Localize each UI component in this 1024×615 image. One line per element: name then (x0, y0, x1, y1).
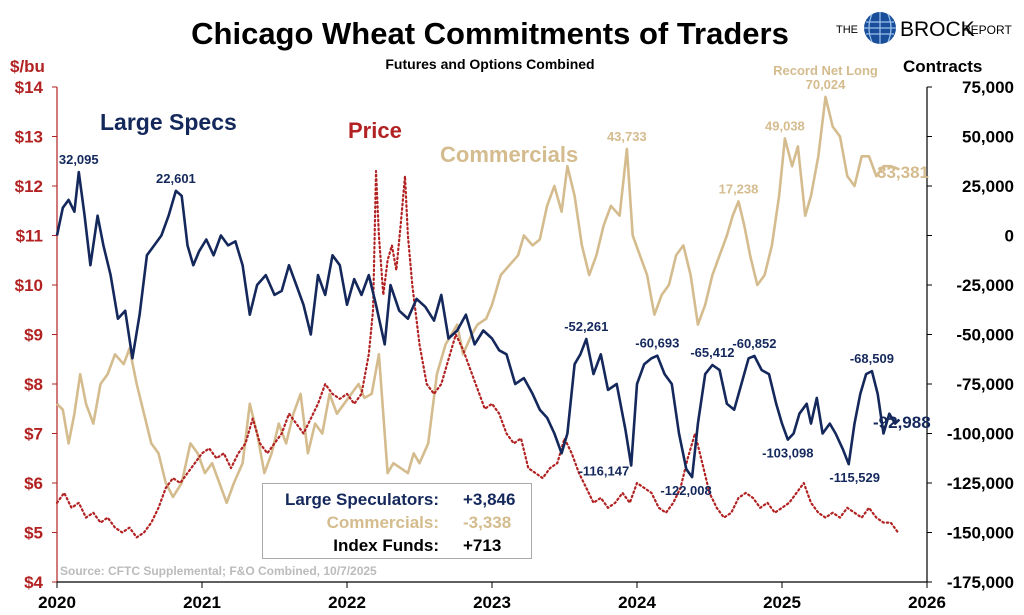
y-left-tick-label: $7 (24, 425, 43, 444)
legend-label: Commercials: (326, 513, 439, 532)
y-right-tick-label: -150,000 (947, 524, 1014, 543)
data-label: -122,008 (660, 483, 711, 498)
y-right-tick-label: -25,000 (956, 276, 1014, 295)
data-label: 22,601 (156, 171, 196, 186)
x-tick-label: 2022 (328, 593, 366, 612)
logo-brand: BROCK (900, 18, 975, 41)
y-right-tick-label: 75,000 (962, 78, 1014, 97)
y-right-tick-label: 25,000 (962, 177, 1014, 196)
x-tick-label: 2024 (618, 593, 656, 612)
y-left-tick-label: $9 (24, 326, 43, 345)
y-right-tick-label: 50,000 (962, 128, 1014, 147)
chart-subtitle: Futures and Options Combined (385, 56, 594, 72)
record-net-long-label: Record Net Long (773, 63, 878, 78)
data-label: 70,024 (806, 77, 847, 92)
data-label: -52,261 (564, 319, 608, 334)
y-left-tick-label: $8 (24, 375, 43, 394)
legend-value: -3,338 (463, 513, 512, 532)
price-line (55, 170, 900, 539)
data-label: -115,529 (829, 470, 880, 485)
data-label: 17,238 (719, 181, 759, 196)
y-left-tick-label: $11 (16, 227, 43, 246)
y-right-ticks: 75,000 50,000 25,000 0 -25,000 -50,000 -75,000… (927, 78, 1014, 592)
y-right-tick-label: -175,000 (947, 573, 1014, 592)
chart-title: Chicago Wheat Commitments of Traders (191, 16, 789, 51)
x-tick-label: 2023 (473, 593, 511, 612)
brock-logo: THE BROCK REPORT (836, 12, 1012, 44)
source-note: Source: CFTC Supplemental; F&O Combined,… (60, 564, 377, 578)
data-label: -103,098 (762, 446, 813, 461)
legend-value: +3,846 (463, 490, 516, 509)
y-right-tick-label: -75,000 (956, 375, 1014, 394)
y-right-tick-label: -100,000 (947, 425, 1014, 444)
y-right-tick-label: 0 (1005, 227, 1014, 246)
series-layer (55, 95, 901, 539)
legend-label: Large Speculators: (285, 490, 439, 509)
y-right-tick-label: -125,000 (947, 474, 1014, 493)
data-label: -68,509 (850, 351, 894, 366)
y-left-tick-label: $5 (24, 524, 43, 543)
y-left-tick-label: $14 (15, 78, 44, 97)
annotations: 32,095 22,601 -52,261 -60,693 -65,412-60,852… (59, 63, 894, 498)
y-left-tick-label: $6 (24, 474, 43, 493)
data-label: -65,412 (690, 345, 734, 360)
y-left-tick-label: $12 (15, 177, 43, 196)
y-left-title: $/bu (10, 57, 45, 76)
y-left-ticks: $4 $5 $6 $7 $8 $9 $10 $11 $12 $13 $14 (15, 78, 57, 592)
y-right-tick-label: -50,000 (956, 326, 1014, 345)
y-left-tick-label: $4 (24, 573, 43, 592)
data-label: -60,693 (635, 336, 679, 351)
large-specs-line (55, 170, 901, 479)
data-label: -116,147 (579, 463, 630, 478)
price-series-label: Price (348, 118, 402, 143)
x-tick-label: 2026 (908, 593, 946, 612)
y-left-tick-label: $13 (15, 128, 43, 147)
change-legend: Large Speculators: +3,846 Commercials: -… (262, 483, 532, 559)
data-label: 49,038 (765, 118, 805, 133)
data-label: 32,095 (59, 152, 99, 167)
commercials-last-value: 33,381 (877, 163, 929, 182)
y-right-title: Contracts (903, 57, 982, 76)
globe-grid-icon (864, 12, 896, 44)
logo-suffix: REPORT (962, 23, 1012, 37)
commercials-line (56, 95, 900, 505)
commercials-series-label: Commercials (440, 142, 578, 167)
data-label: -60,852 (732, 336, 776, 351)
x-tick-label: 2025 (763, 593, 801, 612)
logo-prefix: THE (836, 24, 858, 36)
y-left-tick-label: $10 (15, 276, 43, 295)
legend-label: Index Funds: (333, 536, 439, 555)
large-specs-series-label: Large Specs (100, 109, 237, 135)
x-ticks: 2020 2021 2022 2023 2024 2025 2026 (38, 582, 946, 612)
x-tick-label: 2020 (38, 593, 76, 612)
data-label: 43,733 (607, 129, 647, 144)
x-tick-label: 2021 (183, 593, 221, 612)
large-specs-last-value: -92,988 (873, 413, 931, 432)
legend-value: +713 (463, 536, 502, 555)
